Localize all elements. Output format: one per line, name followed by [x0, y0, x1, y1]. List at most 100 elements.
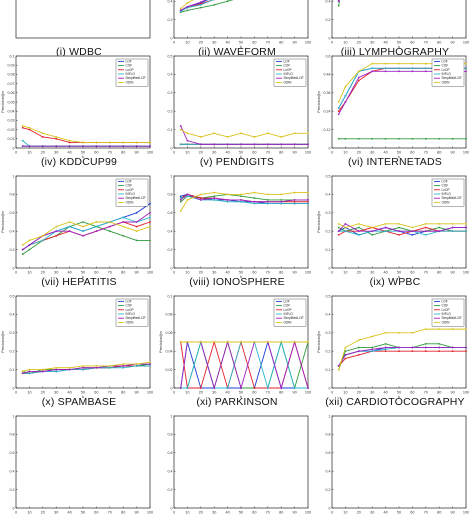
- y-axis-label: Precision@n: [317, 211, 321, 233]
- data-point: [280, 194, 282, 196]
- data-point: [345, 95, 347, 97]
- chart-caption: (vi) INTERNETADS: [316, 156, 474, 168]
- data-point: [280, 143, 282, 145]
- data-point: [22, 372, 24, 374]
- data-point: [412, 332, 414, 334]
- data-point: [180, 195, 182, 197]
- y-tick-label: 0.8: [168, 193, 173, 197]
- y-tick-label: 1: [13, 414, 15, 418]
- x-tick-label: 90: [134, 391, 138, 395]
- data-point: [358, 339, 360, 341]
- data-point: [55, 136, 57, 138]
- data-point: [109, 221, 111, 223]
- data-point: [452, 347, 454, 349]
- x-tick-label: 60: [410, 271, 414, 275]
- data-point: [29, 372, 31, 374]
- data-point: [200, 136, 202, 138]
- data-point: [254, 203, 256, 205]
- data-point: [180, 129, 182, 131]
- y-tick-label: 0.6: [326, 451, 331, 455]
- data-point: [280, 387, 282, 389]
- data-point: [465, 138, 467, 140]
- data-point: [69, 140, 71, 142]
- data-point: [438, 138, 440, 140]
- x-tick-label: 40: [383, 391, 387, 395]
- data-point: [294, 132, 296, 134]
- data-point: [149, 212, 151, 214]
- data-point: [385, 348, 387, 350]
- y-tick-label: 0: [13, 506, 15, 510]
- data-point: [187, 140, 189, 142]
- y-tick-label: 0: [171, 506, 173, 510]
- x-tick-label: 20: [199, 151, 203, 155]
- x-tick-label: 80: [437, 151, 441, 155]
- data-point: [42, 132, 44, 134]
- x-tick-label: 60: [252, 41, 256, 45]
- data-point: [438, 350, 440, 352]
- x-tick-label: 20: [41, 151, 45, 155]
- data-point: [358, 354, 360, 356]
- data-point: [438, 230, 440, 232]
- x-tick-label: 10: [185, 151, 189, 155]
- data-point: [213, 4, 215, 6]
- data-point: [149, 226, 151, 228]
- data-point: [122, 145, 124, 147]
- y-tick-label: 0.36: [324, 91, 331, 95]
- data-point: [200, 4, 202, 6]
- data-point: [452, 350, 454, 352]
- data-point: [187, 2, 189, 4]
- x-tick-label: 60: [252, 511, 256, 515]
- data-point: [465, 70, 467, 72]
- data-point: [338, 107, 340, 109]
- x-tick-label: 0: [331, 271, 333, 275]
- data-point: [267, 201, 269, 203]
- data-point: [294, 192, 296, 194]
- x-tick-label: 60: [94, 511, 98, 515]
- y-tick-label: 0: [13, 386, 15, 390]
- x-tick-label: 40: [225, 151, 229, 155]
- data-point: [280, 201, 282, 203]
- x-tick-label: 30: [212, 511, 216, 515]
- data-point: [371, 347, 373, 349]
- data-point: [149, 240, 151, 242]
- data-point: [240, 201, 242, 203]
- data-point: [307, 203, 309, 205]
- data-point: [465, 67, 467, 69]
- data-point: [307, 341, 309, 343]
- y-tick-label: 0: [171, 146, 173, 150]
- data-point: [42, 235, 44, 237]
- x-tick-label: 20: [199, 271, 203, 275]
- y-tick-label: 0.1: [168, 294, 173, 298]
- x-tick-label: 30: [370, 271, 374, 275]
- data-point: [425, 67, 427, 69]
- data-point: [22, 244, 24, 246]
- data-point: [307, 132, 309, 134]
- data-point: [213, 197, 215, 199]
- y-tick-label: 0.5: [326, 294, 331, 298]
- legend-label: ODIN: [284, 80, 293, 84]
- x-tick-label: 40: [383, 41, 387, 45]
- y-tick-label: 0.06: [8, 91, 15, 95]
- data-point: [425, 347, 427, 349]
- data-point: [412, 70, 414, 72]
- y-tick-label: 1: [329, 414, 331, 418]
- data-point: [465, 350, 467, 352]
- y-tick-label: 0.4: [168, 470, 173, 474]
- data-point: [96, 142, 98, 144]
- y-tick-label: 0: [329, 386, 331, 390]
- data-point: [338, 113, 340, 115]
- y-tick-label: 0.05: [8, 100, 15, 104]
- x-tick-label: 0: [173, 391, 175, 395]
- data-point: [398, 67, 400, 69]
- data-point: [187, 194, 189, 196]
- data-point: [412, 230, 414, 232]
- data-point: [82, 221, 84, 223]
- chart-caption: (x) SPAMBASE: [0, 396, 158, 408]
- data-point: [371, 63, 373, 65]
- data-point: [412, 138, 414, 140]
- x-tick-label: 40: [383, 271, 387, 275]
- data-point: [240, 143, 242, 145]
- x-tick-label: 90: [450, 151, 454, 155]
